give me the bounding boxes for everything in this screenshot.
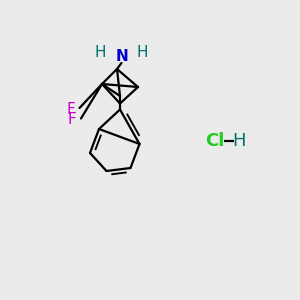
Text: H: H	[136, 45, 148, 60]
Text: H: H	[232, 132, 245, 150]
Text: N: N	[115, 50, 128, 64]
Text: H: H	[95, 45, 106, 60]
Text: F: F	[66, 102, 75, 117]
Text: Cl: Cl	[205, 132, 224, 150]
Text: F: F	[68, 112, 76, 128]
